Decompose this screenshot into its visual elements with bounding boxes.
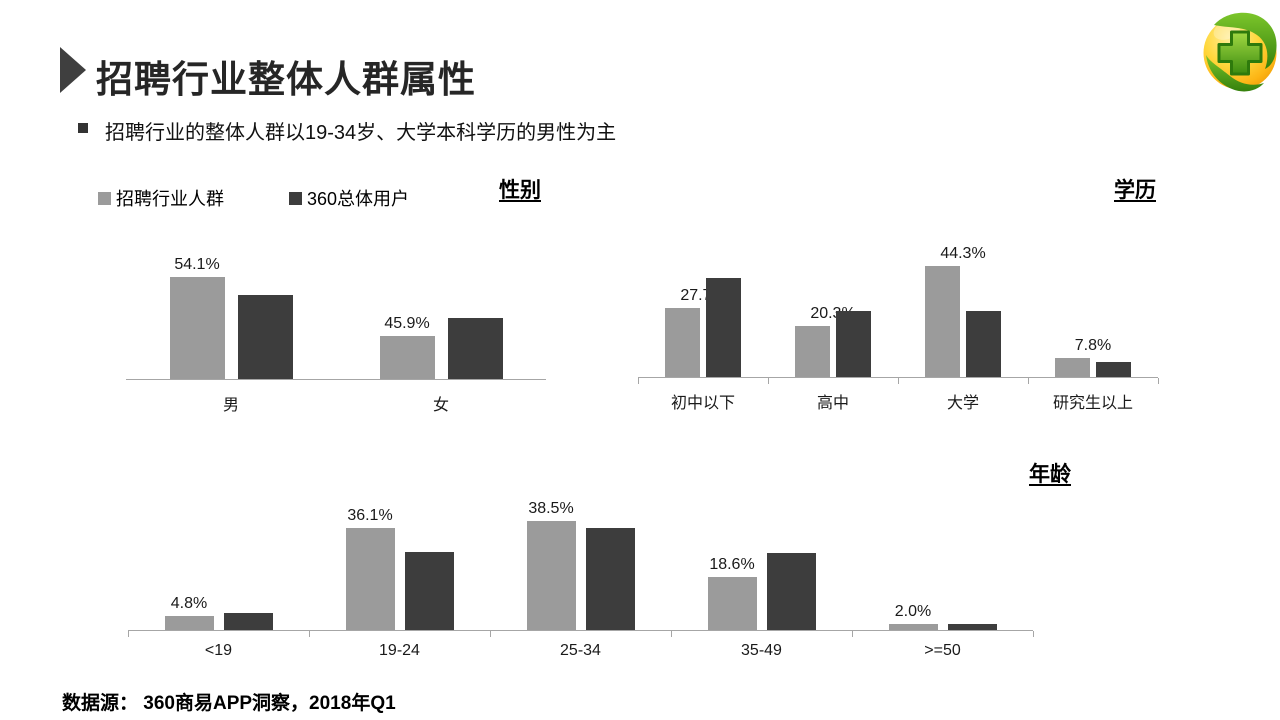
age-bar-s2-c2 xyxy=(585,527,635,630)
age-axis-tick-2 xyxy=(490,631,491,637)
education-axis-tick-0 xyxy=(638,378,639,384)
gender-value-label-c1: 45.9% xyxy=(384,315,430,333)
age-bar-s2-c0 xyxy=(223,612,273,630)
age-value-label-c2: 38.5% xyxy=(528,500,574,517)
education-value-label-c1: 20.3% xyxy=(810,305,856,323)
gender-bar-s1-c1 xyxy=(379,336,435,379)
chart-title-education: 学历 xyxy=(1114,179,1156,202)
age-value-label-c0: 4.8% xyxy=(170,595,208,613)
education-value-label-c2: 44.3% xyxy=(940,245,986,263)
age-value-label-c4: 2.0% xyxy=(894,603,932,621)
gender-value-label-c0: 54.1% xyxy=(174,255,220,273)
chart-title-gender: 性别 xyxy=(499,179,541,202)
gender-bar-s2-c0 xyxy=(237,294,293,379)
education-value-label-c3: 7.8% xyxy=(1074,336,1112,354)
education-bar-s1-c0 xyxy=(665,307,700,377)
education-bar-s1-c3 xyxy=(1055,357,1090,377)
age-value-label-c1: 36.1% xyxy=(347,506,393,524)
legend-item-total-users: 360总体用户 xyxy=(289,185,409,211)
age-axis-tick-3 xyxy=(671,631,672,637)
education-axis-tick-3 xyxy=(1028,378,1029,384)
education-category-label-c3: 研究生以上 xyxy=(1052,395,1133,412)
education-bar-chart: 27.7% 初中以下 20.3% 高中 44.3% 大学 7.8% 研究生以上 xyxy=(638,228,1159,412)
age-bar-s2-c1 xyxy=(404,551,454,630)
chart-title-age: 年龄 xyxy=(1029,463,1071,486)
education-axis-tick-4 xyxy=(1158,378,1159,384)
legend-label-total-users: 360总体用户 xyxy=(307,189,410,209)
age-value-label-c3: 18.6% xyxy=(709,556,755,574)
legend-item-industry: 招聘行业人群 xyxy=(98,185,224,211)
bullet-square-icon xyxy=(78,123,88,133)
education-bar-s2-c1 xyxy=(836,311,871,377)
education-axis-tick-2 xyxy=(898,378,899,384)
age-category-label-c0: <19 xyxy=(204,642,233,659)
legend-label-industry: 招聘行业人群 xyxy=(116,189,224,209)
education-category-label-c0: 初中以下 xyxy=(670,395,735,412)
education-category-label-c1: 高中 xyxy=(816,395,849,412)
bullet-text: 招聘行业的整体人群以19-34岁、大学本科学历的男性为主 xyxy=(105,122,617,144)
education-value-label-c0: 27.7% xyxy=(680,286,726,304)
age-bar-s2-c3 xyxy=(766,552,816,630)
age-bar-s1-c0 xyxy=(164,616,214,630)
age-category-label-c3: 35-49 xyxy=(741,642,782,659)
gender-bar-s1-c0 xyxy=(169,276,225,379)
gender-category-label-c1: 女 xyxy=(432,397,449,414)
gender-category-label-c0: 男 xyxy=(222,397,239,414)
education-axis-tick-1 xyxy=(768,378,769,384)
age-bar-s1-c3 xyxy=(707,577,757,630)
education-bar-s2-c3 xyxy=(1096,362,1131,377)
education-bar-s2-c0 xyxy=(706,278,741,377)
age-category-label-c2: 25-34 xyxy=(560,642,601,659)
gender-x-axis xyxy=(126,379,546,380)
page-title: 招聘行业整体人群属性 xyxy=(96,59,476,100)
age-bar-s1-c4 xyxy=(888,624,938,630)
age-category-label-c4: >=50 xyxy=(924,642,961,659)
education-x-axis xyxy=(638,377,1158,378)
education-bar-s1-c1 xyxy=(795,326,830,377)
age-category-label-c1: 19-24 xyxy=(379,642,420,659)
age-axis-tick-0 xyxy=(128,631,129,637)
gender-bar-chart: 54.1% 男 45.9% 女 xyxy=(126,235,546,414)
age-axis-tick-5 xyxy=(1033,631,1034,637)
age-bar-s2-c4 xyxy=(947,623,997,630)
education-bar-s2-c2 xyxy=(966,310,1001,377)
logo-360-icon xyxy=(1203,12,1277,92)
age-x-axis xyxy=(128,630,1033,631)
bullet-row: 招聘行业的整体人群以19-34岁、大学本科学历的男性为主 xyxy=(78,116,616,145)
age-axis-tick-1 xyxy=(309,631,310,637)
title-arrow-icon xyxy=(60,47,86,93)
legend-swatch-dark xyxy=(289,191,302,205)
data-source-note: 数据源： 360商易APP洞察，2018年Q1 xyxy=(62,693,396,714)
education-bar-s1-c2 xyxy=(925,266,960,377)
age-axis-tick-4 xyxy=(852,631,853,637)
legend-swatch-gray xyxy=(98,191,111,205)
education-category-label-c2: 大学 xyxy=(946,395,979,412)
gender-bar-s2-c1 xyxy=(447,318,503,379)
age-bar-s1-c1 xyxy=(345,527,395,630)
age-bar-chart: 4.8% <19 36.1% 19-24 38.5% 25-34 18.6% 35-49 2.0… xyxy=(128,481,1034,659)
age-bar-s1-c2 xyxy=(526,521,576,630)
